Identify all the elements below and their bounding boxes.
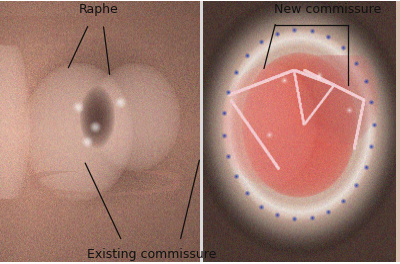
Text: Raphe: Raphe <box>79 3 119 16</box>
Text: New commissure: New commissure <box>274 3 382 16</box>
Text: Existing commissure: Existing commissure <box>86 248 216 261</box>
